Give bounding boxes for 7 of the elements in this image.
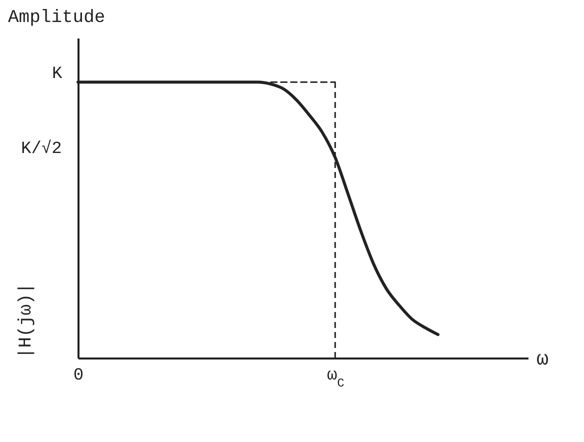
text: K/√2 [21, 140, 62, 159]
y-axis-title: |H(jω)| [16, 282, 36, 358]
chart-title: Amplitude [8, 8, 106, 28]
text: K [52, 64, 62, 84]
x-tick-label: ω$_{C}$ [326, 366, 344, 390]
x-tick-label: 0 [73, 366, 84, 386]
x-axis-title: ω [536, 348, 549, 372]
